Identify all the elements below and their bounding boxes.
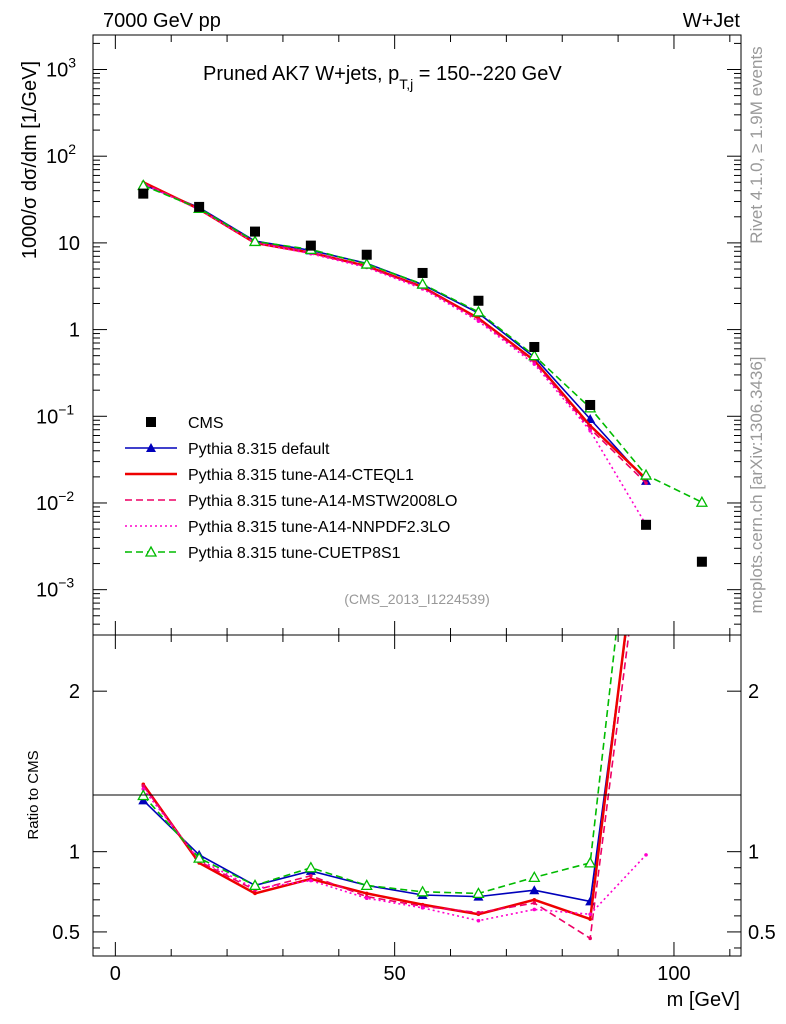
legend-label-3: Pythia 8.315 tune-A14-NNPDF2.3LO <box>188 519 450 536</box>
ratio-line-2 <box>142 634 630 940</box>
ratio-point-3 <box>476 918 481 923</box>
cms-data-point <box>473 295 484 306</box>
y-tick-label: 102 <box>46 141 76 168</box>
cms-data-point <box>138 188 149 199</box>
ratio-point-1 <box>588 917 592 921</box>
series-point-4 <box>639 468 653 480</box>
cms-data-point <box>250 226 260 237</box>
ratio-point-4 <box>304 861 317 873</box>
ratio-point-3 <box>588 912 592 917</box>
series-point-2 <box>644 481 648 485</box>
legend-label-0: Pythia 8.315 default <box>188 441 330 458</box>
ratio-point-2 <box>532 901 537 905</box>
ratio-line-3 <box>142 788 647 922</box>
y-tick-label: 10 <box>58 233 80 255</box>
y-tick-label: 10−2 <box>36 488 74 515</box>
x-tick-label: 50 <box>384 963 406 985</box>
cms-data-point <box>696 556 707 567</box>
y-tick-label: 1 <box>69 320 80 342</box>
ratio-line-0 <box>142 634 627 903</box>
cms-data-point <box>585 399 596 410</box>
ratio-point-3 <box>364 896 369 901</box>
series-point-4 <box>360 257 373 269</box>
series-point-4 <box>528 349 541 361</box>
cms-data-point <box>641 519 652 530</box>
legend-label-4: Pythia 8.315 tune-CUETP8S1 <box>188 545 401 562</box>
ratio-tick-label: 2 <box>69 681 80 703</box>
series-point-4 <box>248 235 262 247</box>
header-left: 7000 GeV pp <box>103 10 221 32</box>
ratio-tick-label-right: 2 <box>748 681 759 703</box>
ratio-point-3 <box>532 907 537 912</box>
y-axis-label: 1000/σ dσ/dm [1/GeV] <box>19 61 41 259</box>
ratio-point-3 <box>309 878 313 883</box>
ratio-tick-label-right: 0.5 <box>748 922 776 944</box>
y-tick-label: 10−1 <box>36 401 74 428</box>
legend-label-2: Pythia 8.315 tune-A14-MSTW2008LO <box>188 493 457 510</box>
legend-marker-0 <box>146 443 156 452</box>
ratio-point-0 <box>529 885 540 895</box>
rivet-version-label: Rivet 4.1.0, ≥ 1.9M events <box>747 46 766 243</box>
series-point-4 <box>472 305 485 317</box>
series-point-0 <box>585 414 596 424</box>
ratio-point-2 <box>309 873 313 878</box>
ratio-tick-label: 0.5 <box>52 922 80 944</box>
x-axis-label: m [GeV] <box>667 989 740 1011</box>
series-line-0 <box>142 183 647 482</box>
cms-data-point <box>305 240 316 251</box>
ratio-point-2 <box>476 910 481 915</box>
y-tick-label: 103 <box>46 54 76 81</box>
x-tick-label: 100 <box>657 963 690 985</box>
ratio-point-3 <box>420 906 425 910</box>
ratio-tick-label-right: 1 <box>748 842 759 864</box>
ratio-point-1 <box>364 891 369 896</box>
ratio-point-1 <box>253 891 257 896</box>
legend-marker-cms <box>146 417 156 427</box>
ratio-point-4 <box>584 856 597 868</box>
cms-data-point <box>529 341 540 352</box>
analysis-id-label: (CMS_2013_I1224539) <box>344 591 490 607</box>
ratio-plot-frame <box>92 634 742 957</box>
legend-label-1: Pythia 8.315 tune-A14-CTEQL1 <box>188 467 414 484</box>
cms-data-point <box>361 249 372 260</box>
ratio-point-3 <box>644 853 648 857</box>
ratio-point-4 <box>248 879 262 891</box>
series-point-3 <box>532 362 537 366</box>
legend-marker-4 <box>144 545 158 557</box>
ratio-point-4 <box>416 885 429 897</box>
series-point-4 <box>416 277 429 289</box>
ratio-line-1 <box>142 634 627 921</box>
cms-data-point <box>417 267 428 278</box>
series-point-4 <box>695 495 709 507</box>
header-right: W+Jet <box>683 10 741 32</box>
series-point-3 <box>476 319 481 323</box>
series-point-3 <box>588 428 592 433</box>
ratio-y-axis-label: Ratio to CMS <box>25 750 42 839</box>
mcplots-source-label: mcplots.cern.ch [arXiv:1306.3436] <box>747 356 766 613</box>
cms-data-point <box>194 201 205 212</box>
y-tick-label: 10−3 <box>36 575 74 602</box>
ratio-point-2 <box>588 936 592 941</box>
plot-title: Pruned AK7 W+jets, pT,j = 150--220 GeV <box>203 63 562 92</box>
ratio-line-4 <box>142 634 617 895</box>
series-line-3 <box>142 183 647 526</box>
series-line-1 <box>142 181 647 480</box>
ratio-point-4 <box>360 879 373 891</box>
ratio-point-4 <box>472 887 485 899</box>
series-line-2 <box>142 182 647 484</box>
ratio-point-4 <box>528 871 541 883</box>
legend-label-cms: CMS <box>188 415 224 432</box>
ratio-point-2 <box>141 784 146 788</box>
ratio-tick-label: 1 <box>69 842 80 864</box>
ratio-point-3 <box>141 787 146 791</box>
ratio-point-1 <box>532 898 537 902</box>
ratio-point-4 <box>193 851 206 863</box>
x-tick-label: 0 <box>110 963 121 985</box>
